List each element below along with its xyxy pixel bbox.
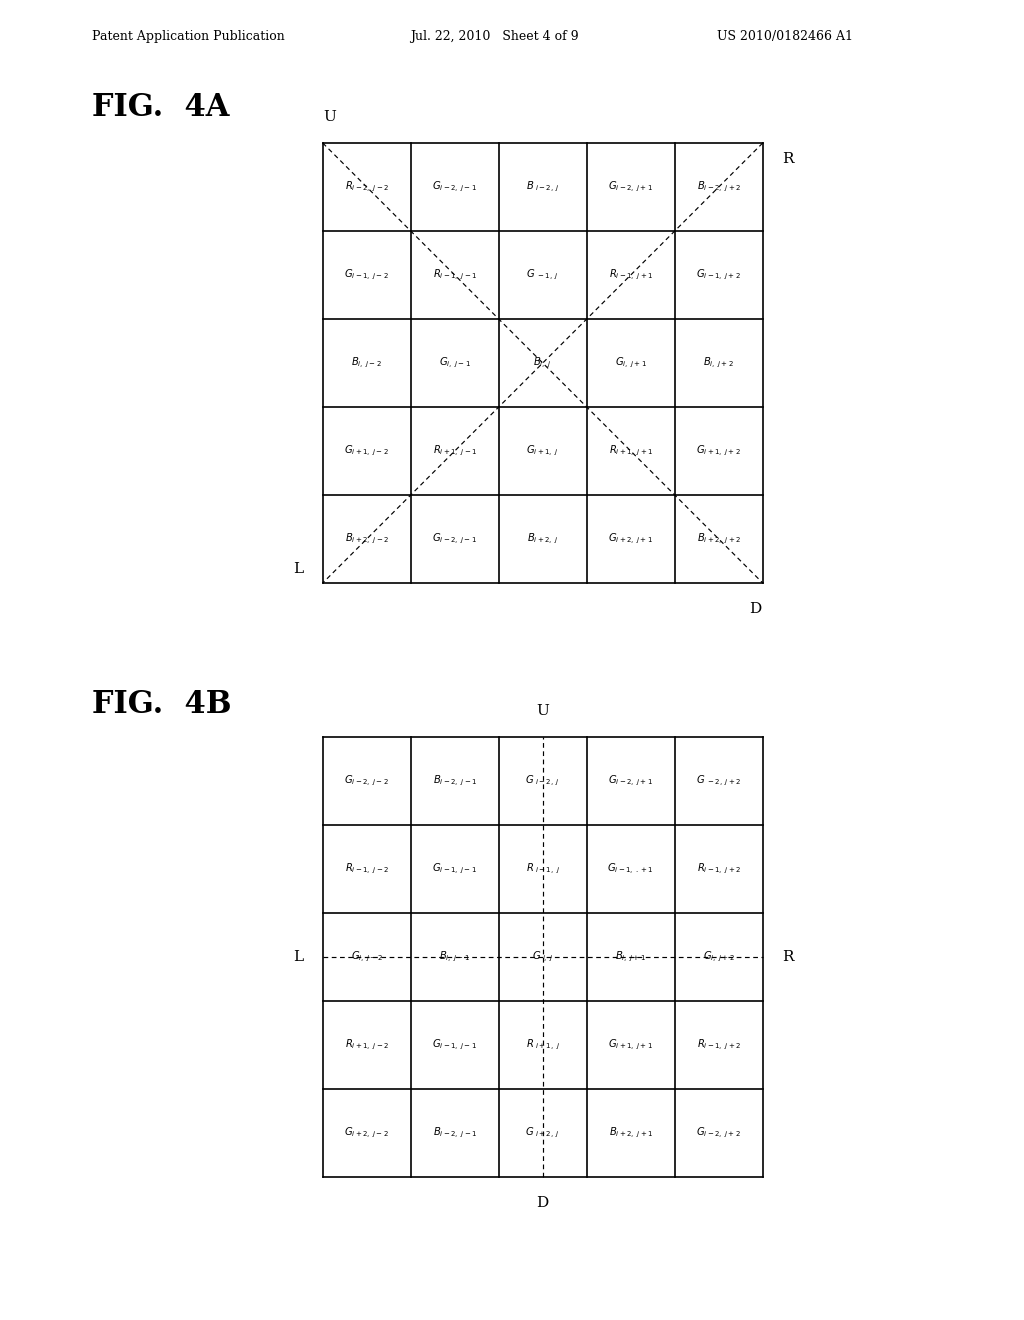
Text: $R_{i+1,\ j+1}$: $R_{i+1,\ j+1}$ <box>608 444 652 458</box>
Text: $B_{i-2,\ j-1}$: $B_{i-2,\ j-1}$ <box>433 774 477 788</box>
Text: $G_{i,\ j-1}$: $G_{i,\ j-1}$ <box>438 356 471 370</box>
Text: $G_{i,\ j+1}$: $G_{i,\ j+1}$ <box>614 356 647 370</box>
Text: $R_{i-2,\ j-2}$: $R_{i-2,\ j-2}$ <box>345 180 389 194</box>
Text: $R_{i-1,\ j-1}$: $R_{i-1,\ j-1}$ <box>433 268 477 282</box>
Text: $R_{i+1,\ j-1}$: $R_{i+1,\ j-1}$ <box>433 444 477 458</box>
Text: Jul. 22, 2010   Sheet 4 of 9: Jul. 22, 2010 Sheet 4 of 9 <box>410 30 579 44</box>
Text: $B_{i-2,\ j+2}$: $B_{i-2,\ j+2}$ <box>696 180 740 194</box>
Text: $G_{i+1,\ j+2}$: $G_{i+1,\ j+2}$ <box>696 444 741 458</box>
Text: $B_{i,\ j-1}$: $B_{i,\ j-1}$ <box>439 950 470 964</box>
Text: $G_{i-1,\ j-1}$: $G_{i-1,\ j-1}$ <box>432 1038 477 1052</box>
Text: $G_{i+1,\ j+1}$: $G_{i+1,\ j+1}$ <box>608 1038 653 1052</box>
Text: $G_{i+1,\ j-2}$: $G_{i+1,\ j-2}$ <box>344 444 389 458</box>
Text: FIG.  4A: FIG. 4A <box>92 92 229 123</box>
Text: L: L <box>293 950 303 964</box>
Text: $G_{\ -2,\ j+2}$: $G_{\ -2,\ j+2}$ <box>696 774 741 788</box>
Text: US 2010/0182466 A1: US 2010/0182466 A1 <box>717 30 853 44</box>
Text: L: L <box>293 562 303 576</box>
Text: $B_{i+2,\ j-2}$: $B_{i+2,\ j-2}$ <box>345 532 389 546</box>
Text: Patent Application Publication: Patent Application Publication <box>92 30 285 44</box>
Text: $G_{i-1,\ j-1}$: $G_{i-1,\ j-1}$ <box>432 862 477 876</box>
Text: $G_{i+1,\ j}$: $G_{i+1,\ j}$ <box>526 444 559 458</box>
Text: $B_{i+2,\ j}$: $B_{i+2,\ j}$ <box>527 532 558 546</box>
Text: $R_{i-1,\ j+1}$: $R_{i-1,\ j+1}$ <box>608 268 652 282</box>
Text: $B_{i,\ j}$: $B_{i,\ j}$ <box>534 356 552 370</box>
Text: $G_{i-2,\ j-1}$: $G_{i-2,\ j-1}$ <box>432 532 477 546</box>
Text: $B_{i,\ j+2}$: $B_{i,\ j+2}$ <box>703 356 734 370</box>
Text: $G_{\ i-2,\ j}$: $G_{\ i-2,\ j}$ <box>525 774 560 788</box>
Text: $G_{i-1,\ j+2}$: $G_{i-1,\ j+2}$ <box>696 268 741 282</box>
Text: $G_{i-2,\ j+1}$: $G_{i-2,\ j+1}$ <box>608 774 653 788</box>
Text: $R_{\ i+1,\ j}$: $R_{\ i+1,\ j}$ <box>525 1038 560 1052</box>
Text: U: U <box>537 704 549 718</box>
Text: $G_{\ -1,\ j}$: $G_{\ -1,\ j}$ <box>526 268 559 282</box>
Text: $G_{i,\ j-2}$: $G_{i,\ j-2}$ <box>351 950 383 964</box>
Text: $B_{i,\ j-2}$: $B_{i,\ j-2}$ <box>351 356 382 370</box>
Text: $B_{\ i-2,\ j}$: $B_{\ i-2,\ j}$ <box>525 180 560 194</box>
Text: $G_{i-2,\ j-1}$: $G_{i-2,\ j-1}$ <box>432 180 477 194</box>
Text: $R_{i+1,\ j-2}$: $R_{i+1,\ j-2}$ <box>345 1038 389 1052</box>
Text: $G_{\ i+2,\ j}$: $G_{\ i+2,\ j}$ <box>525 1126 560 1140</box>
Text: $G_{i-2,\ j+2}$: $G_{i-2,\ j+2}$ <box>696 1126 741 1140</box>
Text: $R_{i-1,\ j+2}$: $R_{i-1,\ j+2}$ <box>696 862 740 876</box>
Text: $G_{i+2,\ j-2}$: $G_{i+2,\ j-2}$ <box>344 1126 389 1140</box>
Text: D: D <box>750 602 762 616</box>
Text: $G_{i-2,\ j-2}$: $G_{i-2,\ j-2}$ <box>344 774 389 788</box>
Text: U: U <box>324 110 336 124</box>
Text: R: R <box>782 950 794 964</box>
Text: $G_{\ i,\ j}$: $G_{\ i,\ j}$ <box>531 950 554 964</box>
Text: $B_{i+2,\ j+1}$: $B_{i+2,\ j+1}$ <box>608 1126 652 1140</box>
Text: $G_{i-1,\ j-2}$: $G_{i-1,\ j-2}$ <box>344 268 389 282</box>
Text: $R_{i-1,\ j+2}$: $R_{i-1,\ j+2}$ <box>696 1038 740 1052</box>
Text: $R_{i-1,\ j-2}$: $R_{i-1,\ j-2}$ <box>345 862 389 876</box>
Text: $B_{i,\ j+1}$: $B_{i,\ j+1}$ <box>615 950 646 964</box>
Text: $G_{i+2,\ j+1}$: $G_{i+2,\ j+1}$ <box>608 532 653 546</box>
Text: $G_{i,\ j+2}$: $G_{i,\ j+2}$ <box>702 950 734 964</box>
Text: R: R <box>782 152 794 166</box>
Text: FIG.  4B: FIG. 4B <box>92 689 231 719</box>
Text: $R_{\ i-1,\ j}$: $R_{\ i-1,\ j}$ <box>525 862 560 876</box>
Text: D: D <box>537 1196 549 1210</box>
Text: $B_{i+2,\ j+2}$: $B_{i+2,\ j+2}$ <box>696 532 740 546</box>
Text: $B_{i-2,\ j-1}$: $B_{i-2,\ j-1}$ <box>433 1126 477 1140</box>
Text: $G_{i-1,\ .+1}$: $G_{i-1,\ .+1}$ <box>607 862 654 876</box>
Text: $G_{i-2,\ j+1}$: $G_{i-2,\ j+1}$ <box>608 180 653 194</box>
